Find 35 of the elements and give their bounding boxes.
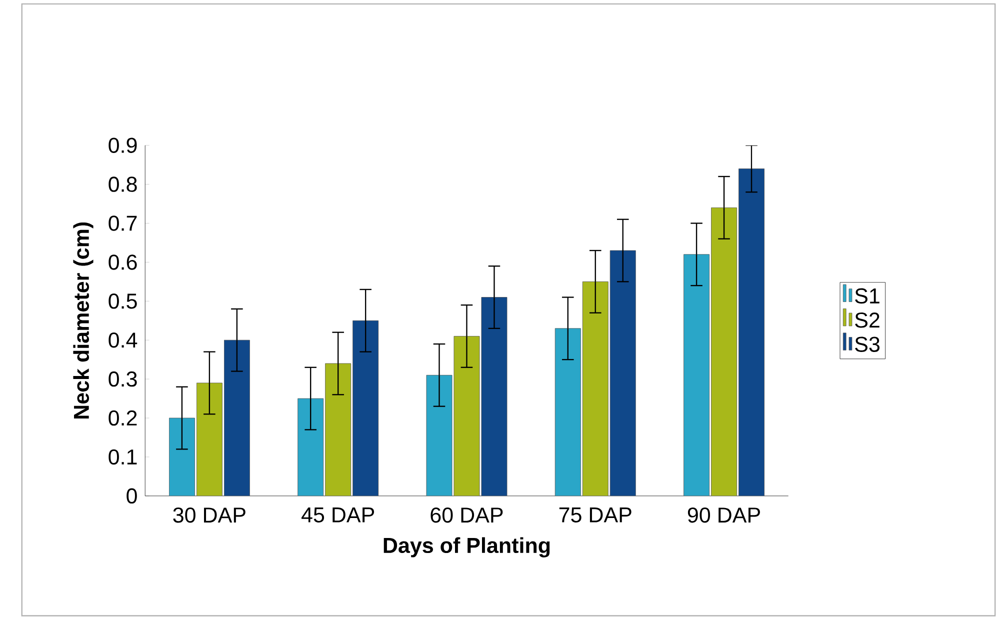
bar xyxy=(325,363,352,496)
y-tick-label: 0.1 xyxy=(108,450,137,465)
bar xyxy=(168,418,195,496)
x-tick-label: 45 DAP xyxy=(301,508,374,523)
y-tick-label: 0.2 xyxy=(108,410,137,426)
bar xyxy=(224,340,250,496)
bar xyxy=(554,328,581,496)
legend-label: S3 xyxy=(855,336,880,352)
bar xyxy=(454,336,480,496)
bar xyxy=(610,250,636,496)
y-tick-label: 0.3 xyxy=(108,372,137,387)
bar xyxy=(481,297,508,496)
y-tick-label: 0.4 xyxy=(108,332,138,348)
legend-label: S2 xyxy=(855,312,880,328)
legend-label: S1 xyxy=(855,288,880,304)
y-tick-label: 0 xyxy=(126,488,137,504)
x-tick-label: 75 DAP xyxy=(559,508,632,523)
y-tick-label: 0.8 xyxy=(108,176,137,192)
x-tick-label: 60 DAP xyxy=(430,508,503,523)
y-tick-label: 0.5 xyxy=(108,294,137,309)
y-tick-label: 0.9 xyxy=(108,138,137,154)
y-axis-title: Neck diameter (cm) xyxy=(73,222,94,419)
bar xyxy=(196,382,222,496)
bar xyxy=(738,168,764,496)
x-tick-label: 30 DAP xyxy=(173,508,246,523)
y-tick-label: 0.7 xyxy=(108,216,137,232)
bar xyxy=(352,320,379,496)
bar xyxy=(298,398,324,496)
bar xyxy=(711,208,737,496)
bar xyxy=(582,282,608,496)
y-tick-label: 0.6 xyxy=(108,254,137,270)
bar xyxy=(426,375,452,496)
x-tick-label: 90 DAP xyxy=(688,508,760,523)
bar xyxy=(684,254,710,496)
x-axis-title: Days of Planting xyxy=(384,537,550,558)
